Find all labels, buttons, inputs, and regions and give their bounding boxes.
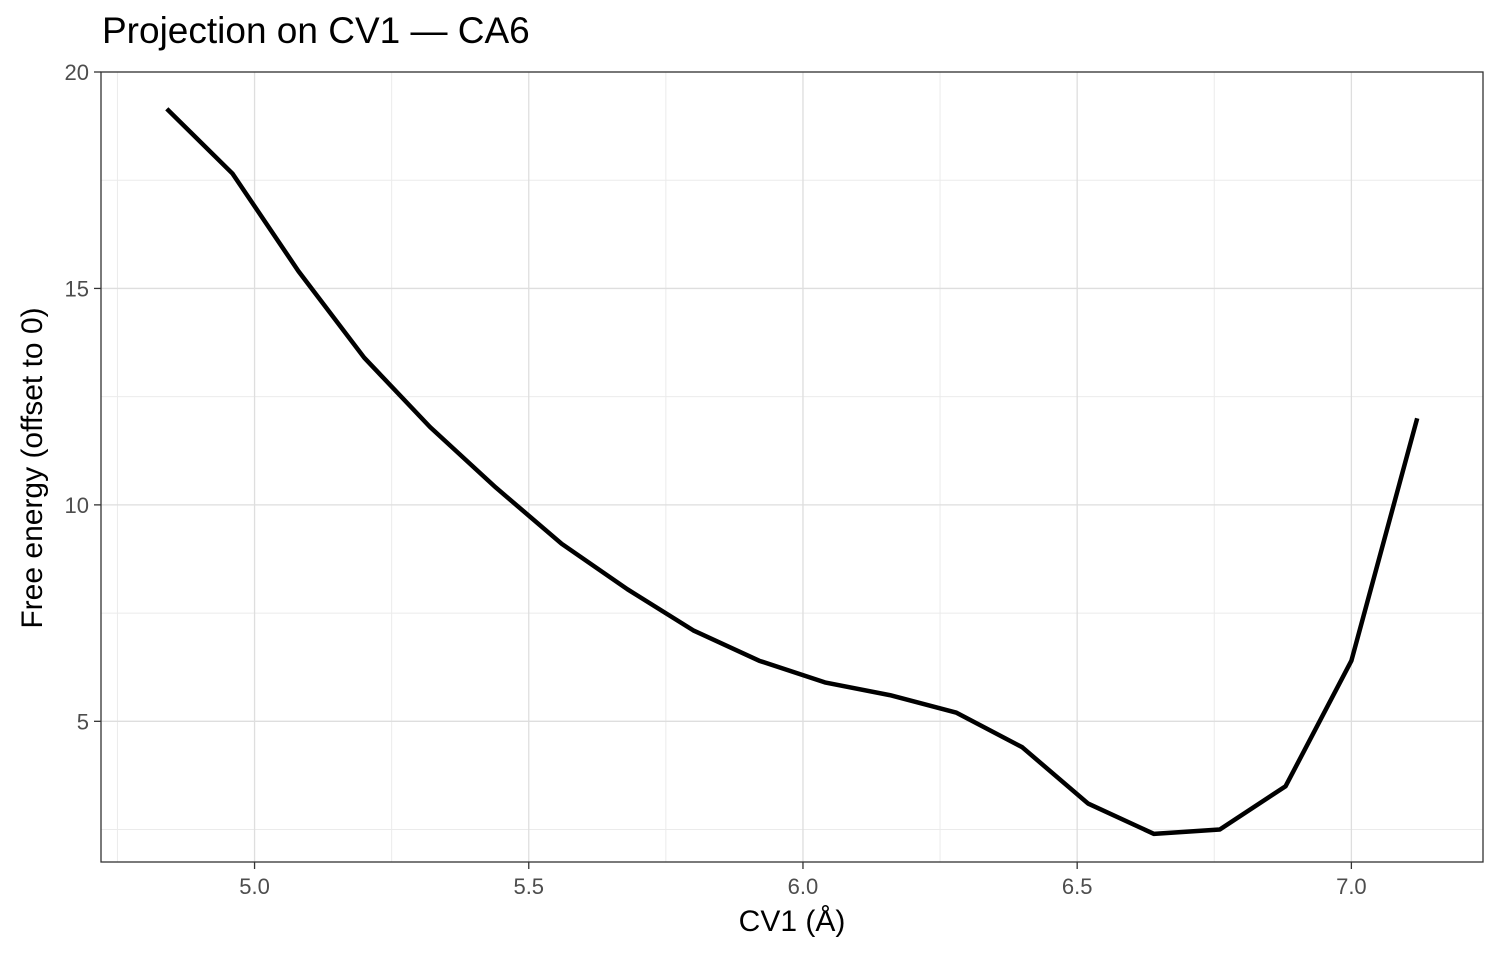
y-tick-label: 20	[65, 60, 89, 85]
y-axis-label: Free energy (offset to 0)	[16, 307, 49, 629]
x-tick-label: 5.5	[513, 874, 544, 899]
x-tick-label: 7.0	[1336, 874, 1367, 899]
y-tick-label: 15	[65, 276, 89, 301]
free-energy-line	[165, 107, 1420, 837]
grid-minor	[101, 72, 1483, 862]
y-tick-label: 10	[65, 493, 89, 518]
x-tick-label: 6.0	[788, 874, 819, 899]
x-tick-label: 5.0	[239, 874, 270, 899]
x-axis: 5.0 5.5 6.0 6.5 7.0	[239, 862, 1367, 899]
x-axis-label: CV1 (Å)	[738, 905, 846, 938]
y-tick-label: 5	[77, 709, 89, 734]
grid-major	[101, 71, 1483, 862]
chart-title: Projection on CV1 — CA6	[102, 10, 530, 51]
panel-border	[100, 71, 1484, 863]
x-tick-label: 6.5	[1062, 874, 1093, 899]
y-axis: 5 10 15 20	[65, 60, 101, 734]
